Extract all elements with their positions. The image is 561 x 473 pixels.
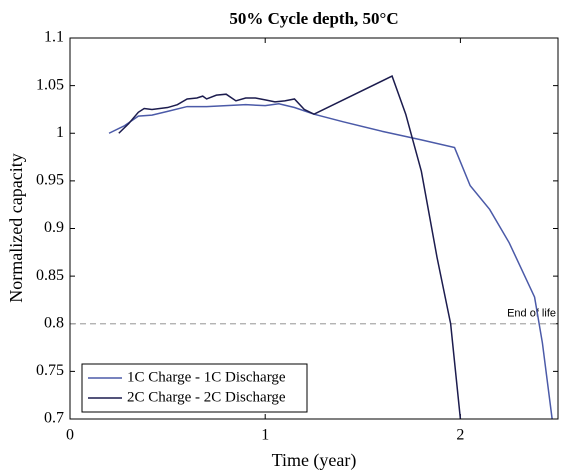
chart-title: 50% Cycle depth, 50°C — [229, 9, 398, 28]
legend-label: 2C Charge - 2C Discharge — [127, 389, 286, 405]
data-line — [108, 102, 553, 420]
y-tick-label: 0.85 — [36, 267, 64, 284]
x-tick-label: 2 — [456, 427, 464, 444]
y-tick-label: 1.05 — [36, 76, 64, 93]
legend-label: 1C Charge - 1C Discharge — [127, 369, 286, 385]
plot-frame — [69, 37, 559, 420]
y-axis-label: Normalized capacity — [6, 153, 26, 302]
y-tick-label: 0.95 — [36, 172, 64, 189]
y-tick-label: 0.8 — [44, 314, 64, 331]
legend-box — [81, 363, 308, 413]
y-tick-label: 0.9 — [44, 219, 64, 236]
data-line — [118, 75, 462, 420]
y-tick-label: 1 — [56, 124, 64, 141]
plot-area — [70, 38, 558, 419]
y-tick-label: 0.75 — [36, 362, 64, 379]
x-axis-label: Time (year) — [272, 450, 357, 471]
reference-label: End of life — [507, 308, 556, 320]
x-tick-label: 1 — [261, 427, 269, 444]
x-tick-label: 0 — [66, 427, 74, 444]
y-tick-label: 1.1 — [44, 29, 64, 46]
y-tick-label: 0.7 — [44, 410, 64, 427]
